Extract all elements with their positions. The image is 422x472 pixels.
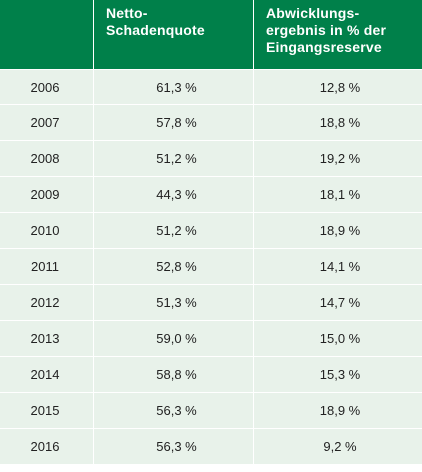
year-cell: 2007: [0, 105, 93, 141]
table-body: 2006 61,3 % 12,8 % 2007 57,8 % 18,8 % 2008 51,2…: [0, 69, 422, 465]
table-row: 2011 52,8 % 14,1 %: [0, 249, 422, 285]
header-run-off-result: Abwicklungs- ergebnis in % der Eingangsr…: [253, 0, 422, 69]
run-off-result-cell: 18,9 %: [253, 393, 422, 429]
year-cell: 2010: [0, 213, 93, 249]
run-off-result-cell: 9,2 %: [253, 429, 422, 465]
net-loss-ratio-cell: 61,3 %: [93, 69, 253, 105]
year-cell: 2006: [0, 69, 93, 105]
table-row: 2016 56,3 % 9,2 %: [0, 429, 422, 465]
run-off-result-cell: 18,9 %: [253, 213, 422, 249]
run-off-result-cell: 15,0 %: [253, 321, 422, 357]
table-row: 2015 56,3 % 18,9 %: [0, 393, 422, 429]
table-header-row: Netto- Schadenquote Abwicklungs- ergebni…: [0, 0, 422, 69]
table-row: 2014 58,8 % 15,3 %: [0, 357, 422, 393]
net-loss-ratio-cell: 51,3 %: [93, 285, 253, 321]
year-cell: 2012: [0, 285, 93, 321]
table-row: 2006 61,3 % 12,8 %: [0, 69, 422, 105]
year-cell: 2016: [0, 429, 93, 465]
year-cell: 2013: [0, 321, 93, 357]
net-loss-ratio-cell: 56,3 %: [93, 393, 253, 429]
header-line: ergebnis in % der: [266, 22, 387, 38]
run-off-result-cell: 14,1 %: [253, 249, 422, 285]
net-loss-ratio-cell: 58,8 %: [93, 357, 253, 393]
year-cell: 2014: [0, 357, 93, 393]
net-loss-ratio-cell: 51,2 %: [93, 141, 253, 177]
header-line: Eingangsreserve: [266, 39, 382, 55]
header-net-loss-ratio: Netto- Schadenquote: [93, 0, 253, 69]
table-row: 2009 44,3 % 18,1 %: [0, 177, 422, 213]
net-loss-ratio-cell: 44,3 %: [93, 177, 253, 213]
run-off-result-cell: 15,3 %: [253, 357, 422, 393]
table-row: 2010 51,2 % 18,9 %: [0, 213, 422, 249]
year-cell: 2011: [0, 249, 93, 285]
run-off-result-cell: 19,2 %: [253, 141, 422, 177]
header-line: Schadenquote: [106, 22, 205, 38]
run-off-result-cell: 18,8 %: [253, 105, 422, 141]
header-line: Netto-: [106, 5, 148, 21]
header-year: [0, 0, 93, 69]
run-off-result-cell: 12,8 %: [253, 69, 422, 105]
year-cell: 2015: [0, 393, 93, 429]
header-line: Abwicklungs-: [266, 5, 360, 21]
year-cell: 2008: [0, 141, 93, 177]
year-cell: 2009: [0, 177, 93, 213]
table-row: 2008 51,2 % 19,2 %: [0, 141, 422, 177]
table-row: 2007 57,8 % 18,8 %: [0, 105, 422, 141]
table-row: 2013 59,0 % 15,0 %: [0, 321, 422, 357]
table-row: 2012 51,3 % 14,7 %: [0, 285, 422, 321]
net-loss-ratio-cell: 56,3 %: [93, 429, 253, 465]
run-off-result-cell: 18,1 %: [253, 177, 422, 213]
run-off-result-cell: 14,7 %: [253, 285, 422, 321]
net-loss-ratio-cell: 52,8 %: [93, 249, 253, 285]
net-loss-ratio-cell: 57,8 %: [93, 105, 253, 141]
net-loss-ratio-cell: 51,2 %: [93, 213, 253, 249]
net-loss-ratio-cell: 59,0 %: [93, 321, 253, 357]
